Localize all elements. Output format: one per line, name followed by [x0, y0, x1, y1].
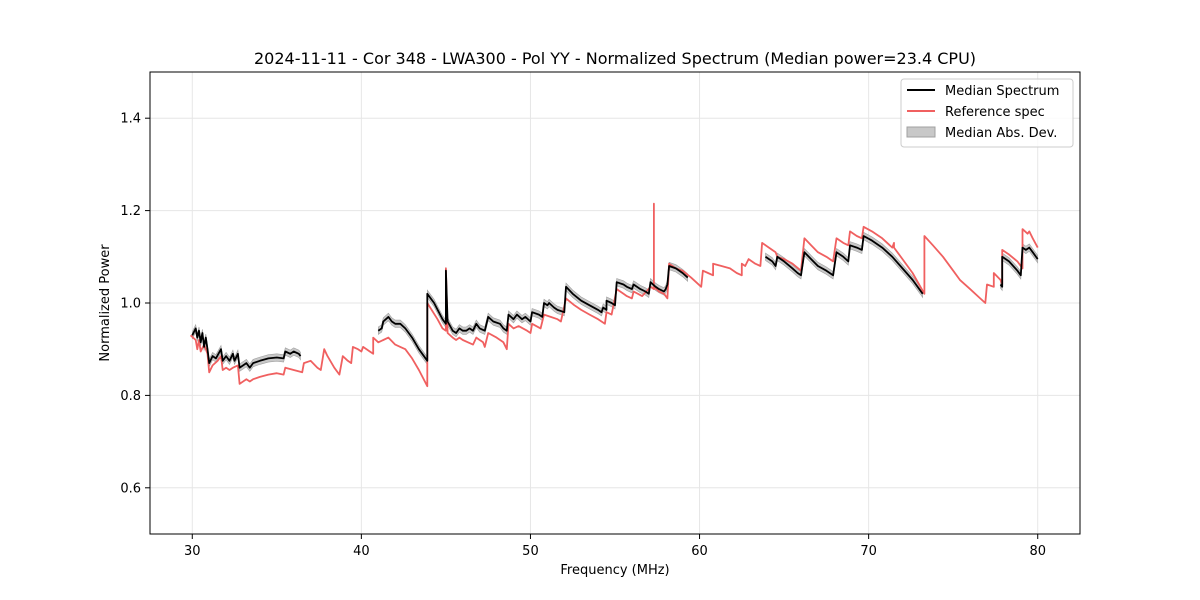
y-tick-label: 1.0 [120, 297, 141, 312]
y-axis-ticks: 0.6 0.8 1.0 1.2 1.4 [120, 112, 150, 496]
legend-mad-swatch [906, 126, 936, 138]
legend: Median Spectrum Reference spec Median Ab… [900, 78, 1074, 148]
median-spectrum-line [764, 235, 924, 295]
y-tick-label: 0.6 [120, 481, 141, 496]
reference-spec-layer [189, 202, 1039, 388]
y-tick-label: 1.4 [120, 112, 141, 127]
legend-box [900, 78, 1074, 148]
median-spectrum-line [377, 265, 689, 362]
chart-title: 2024-11-11 - Cor 348 - LWA300 - Pol YY -… [254, 49, 976, 68]
legend-reference-label: Reference spec [945, 105, 1045, 120]
x-axis-label: Frequency (MHz) [560, 563, 669, 578]
x-tick-label: 50 [522, 544, 539, 559]
mad-band [1000, 243, 1038, 292]
y-tick-label: 1.2 [120, 204, 141, 219]
x-tick-label: 60 [691, 544, 708, 559]
x-tick-label: 40 [353, 544, 370, 559]
reference-spec-line [189, 202, 1039, 388]
median-spectrum-line [191, 327, 302, 369]
legend-median-label: Median Spectrum [945, 84, 1059, 99]
median-spectrum-line [999, 246, 1039, 288]
y-axis-label: Normalized Power [98, 244, 113, 362]
mad-band [192, 323, 301, 372]
legend-mad-label: Median Abs. Dev. [945, 126, 1057, 141]
x-axis-ticks: 30 40 50 60 70 80 [184, 534, 1046, 559]
y-tick-label: 0.8 [120, 389, 141, 404]
x-tick-label: 70 [860, 544, 877, 559]
median-spectrum-layer [191, 235, 1039, 369]
x-tick-label: 30 [184, 544, 201, 559]
x-tick-label: 80 [1029, 544, 1046, 559]
